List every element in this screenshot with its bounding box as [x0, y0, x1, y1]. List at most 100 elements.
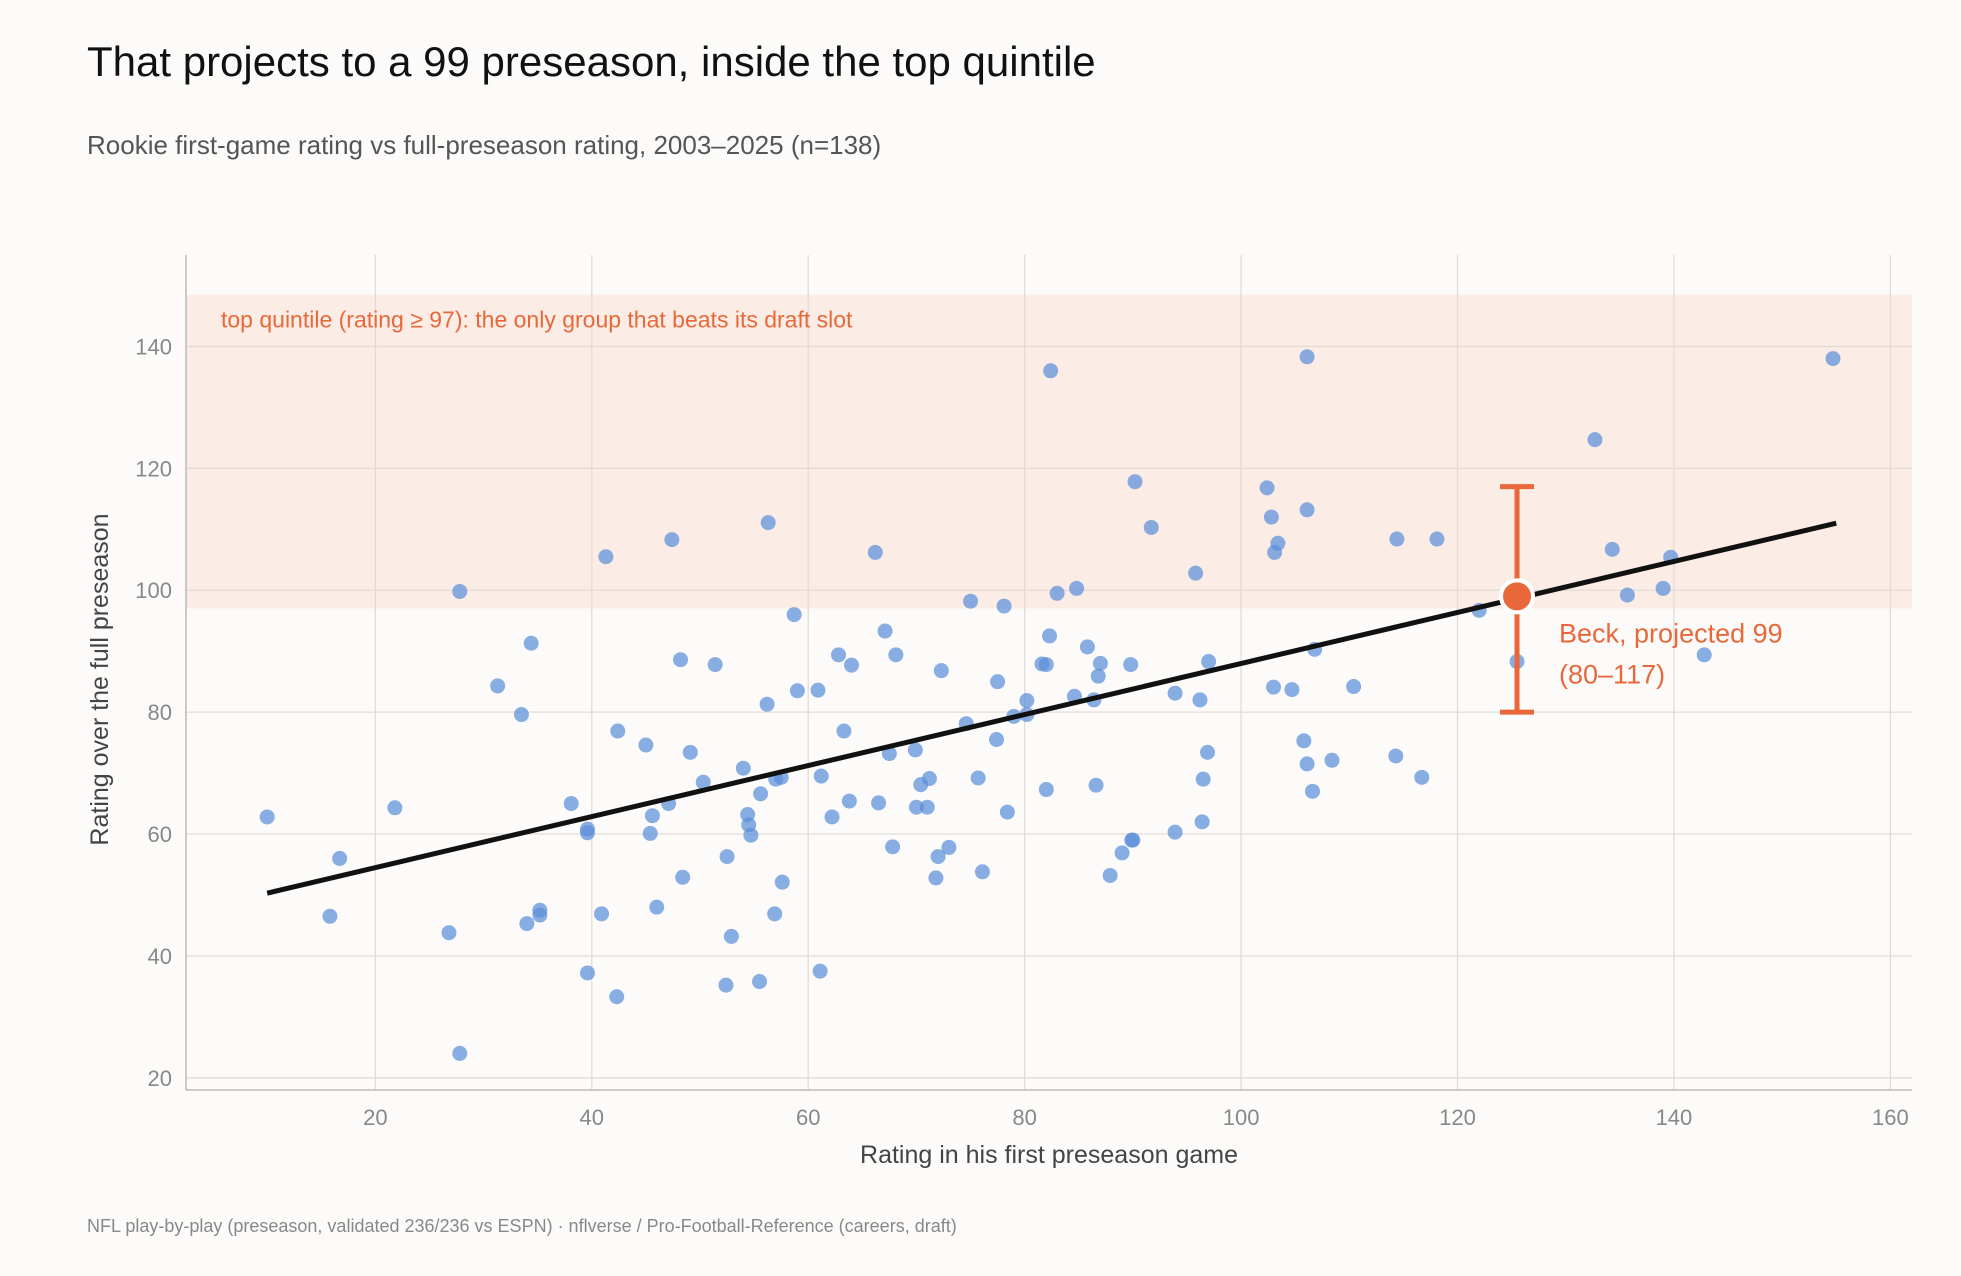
data-point	[1388, 748, 1404, 764]
data-point	[1270, 535, 1286, 551]
y-tick-label: 40	[148, 944, 172, 969]
data-point	[767, 906, 783, 922]
data-point	[974, 864, 990, 880]
data-point	[1346, 679, 1362, 695]
data-point	[999, 804, 1015, 820]
data-point	[1195, 771, 1211, 787]
data-point	[760, 515, 776, 531]
data-point	[1194, 814, 1210, 830]
data-point	[871, 795, 887, 811]
data-point	[644, 808, 660, 824]
y-tick-label: 100	[135, 578, 172, 603]
data-point	[523, 635, 539, 651]
x-tick-labels: 20 40 60 80 100 120 140 160	[363, 1105, 1909, 1130]
data-point	[841, 793, 857, 809]
data-point	[1192, 692, 1208, 708]
y-tick-label: 120	[135, 456, 172, 481]
data-point	[990, 674, 1006, 690]
data-point	[723, 928, 739, 944]
data-point	[1088, 777, 1104, 793]
data-point	[789, 683, 805, 699]
data-point	[810, 682, 826, 698]
data-point	[831, 647, 847, 663]
data-point	[885, 839, 901, 855]
data-point	[1655, 580, 1671, 596]
data-point	[579, 965, 595, 981]
data-point	[908, 799, 924, 815]
data-point	[759, 696, 775, 712]
data-point	[513, 707, 529, 723]
data-point	[813, 768, 829, 784]
data-point	[1102, 867, 1118, 883]
data-point	[1143, 519, 1159, 535]
data-point	[638, 737, 654, 753]
data-point	[490, 678, 506, 694]
data-point	[928, 870, 944, 886]
data-point	[774, 874, 790, 890]
data-point	[1299, 349, 1315, 365]
data-point	[930, 849, 946, 865]
data-point	[1019, 693, 1035, 709]
data-point	[1042, 628, 1058, 644]
data-point	[812, 963, 828, 979]
data-point	[1696, 647, 1712, 663]
data-point	[1587, 432, 1603, 448]
top-quintile-band	[186, 294, 1912, 609]
data-point	[532, 902, 548, 918]
data-point	[1389, 531, 1405, 547]
data-point	[1038, 782, 1054, 798]
data-point	[743, 827, 759, 843]
data-point	[921, 771, 937, 787]
x-tick-label: 60	[796, 1105, 820, 1130]
chart-title: That projects to a 99 preseason, inside …	[87, 38, 1096, 85]
data-point	[673, 652, 689, 668]
y-axis-label: Rating over the full preseason	[86, 513, 114, 845]
x-tick-label: 100	[1223, 1105, 1260, 1130]
data-point	[1079, 639, 1095, 655]
data-point	[519, 916, 535, 932]
data-point	[1266, 679, 1282, 695]
data-point	[753, 786, 769, 802]
data-point	[1123, 657, 1139, 673]
data-point	[609, 989, 625, 1005]
data-point	[1127, 474, 1143, 490]
data-point	[1092, 655, 1108, 671]
y-tick-label: 140	[135, 334, 172, 359]
data-point	[1201, 654, 1217, 670]
data-point	[1825, 351, 1841, 367]
data-point	[888, 647, 904, 663]
data-point	[1263, 509, 1279, 525]
data-point	[695, 774, 711, 790]
data-point	[1038, 657, 1054, 673]
data-point	[642, 825, 658, 841]
data-point	[941, 839, 957, 855]
data-point	[1200, 744, 1216, 760]
x-tick-label: 160	[1872, 1105, 1909, 1130]
data-point	[718, 977, 734, 993]
data-points	[259, 349, 1841, 1061]
data-point	[322, 908, 338, 924]
x-tick-label: 80	[1012, 1105, 1036, 1130]
y-tick-labels: 20 40 60 80 100 120 140	[135, 334, 172, 1090]
data-point	[1414, 769, 1430, 785]
data-point	[332, 850, 348, 866]
x-tick-label: 20	[363, 1105, 387, 1130]
data-point	[963, 593, 979, 609]
data-point	[675, 869, 691, 885]
data-point	[441, 925, 457, 941]
data-point	[707, 657, 723, 673]
data-point	[1429, 531, 1445, 547]
highlight-point	[1499, 578, 1536, 615]
data-point	[610, 723, 626, 739]
data-point	[836, 723, 852, 739]
highlight-label: Beck, projected 99	[1559, 618, 1783, 648]
data-point	[1299, 502, 1315, 518]
data-point	[1125, 832, 1141, 848]
data-point	[1188, 565, 1204, 581]
data-point	[563, 796, 579, 812]
data-point	[824, 809, 840, 825]
data-point	[933, 663, 949, 679]
data-point	[877, 623, 893, 639]
highlight-range-label: (80–117)	[1559, 659, 1665, 689]
data-point	[452, 1045, 468, 1061]
